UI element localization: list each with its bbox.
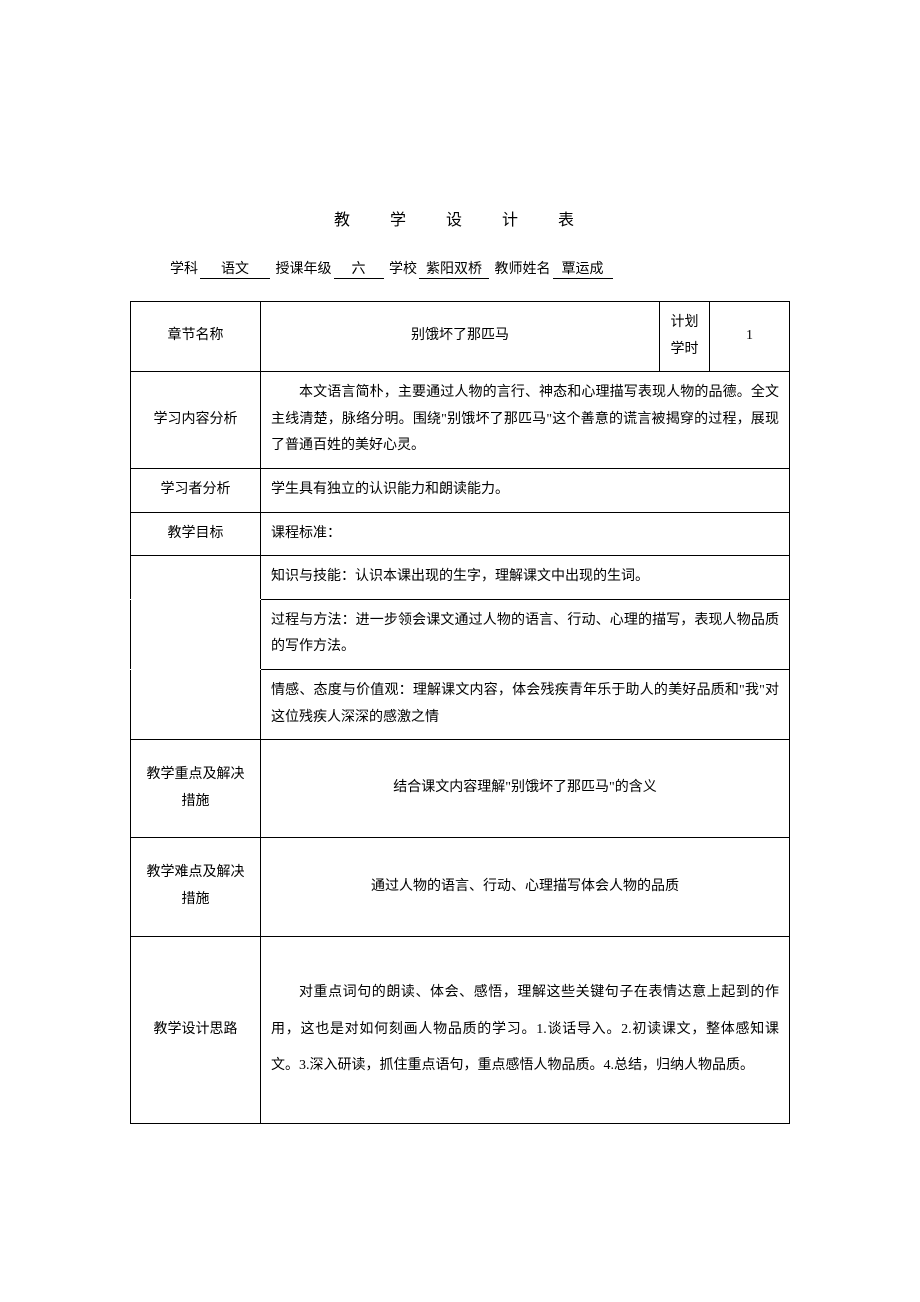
difficulty-label: 教学难点及解决措施 (131, 838, 261, 936)
table-row: 知识与技能：认识本课出现的生字，理解课文中出现的生词。 (131, 556, 790, 600)
difficulty-value: 通过人物的语言、行动、心理描写体会人物的品质 (261, 838, 790, 936)
objectives-spacer (131, 669, 261, 739)
focus-label: 教学重点及解决措施 (131, 740, 261, 838)
document-title: 教 学 设 计 表 (130, 206, 790, 230)
table-row: 教学目标 课程标准： (131, 512, 790, 556)
plan-hours-value: 1 (710, 302, 790, 372)
grade-value: 六 (334, 258, 384, 279)
table-row: 过程与方法：进一步领会课文通过人物的语言、行动、心理的描写，表现人物品质的写作方… (131, 599, 790, 669)
subject-value: 语文 (200, 258, 270, 279)
objectives-label: 教学目标 (131, 512, 261, 556)
table-row: 学习者分析 学生具有独立的认识能力和朗读能力。 (131, 468, 790, 512)
objectives-standard: 课程标准： (261, 512, 790, 556)
chapter-label: 章节名称 (131, 302, 261, 372)
design-idea-value: 对重点词句的朗读、体会、感悟，理解这些关键句子在表情达意上起到的作用，这也是对如… (261, 936, 790, 1124)
table-row: 教学重点及解决措施 结合课文内容理解"别饿坏了那匹马"的含义 (131, 740, 790, 838)
objectives-process: 过程与方法：进一步领会课文通过人物的语言、行动、心理的描写，表现人物品质的写作方… (261, 599, 790, 669)
table-row: 教学难点及解决措施 通过人物的语言、行动、心理描写体会人物的品质 (131, 838, 790, 936)
learner-analysis-value: 学生具有独立的认识能力和朗读能力。 (261, 468, 790, 512)
form-header: 学科语文 授课年级六 学校紫阳双桥 教师姓名覃运成 (130, 258, 790, 279)
school-value: 紫阳双桥 (419, 258, 489, 279)
page-container: 教 学 设 计 表 学科语文 授课年级六 学校紫阳双桥 教师姓名覃运成 章节名称… (130, 206, 790, 1124)
grade-label: 授课年级 (276, 262, 332, 277)
school-label: 学校 (389, 262, 417, 277)
subject-label: 学科 (170, 262, 198, 277)
content-analysis-label: 学习内容分析 (131, 372, 261, 469)
content-analysis-value: 本文语言简朴，主要通过人物的言行、神态和心理描写表现人物的品德。全文主线清楚，脉… (261, 372, 790, 469)
learner-analysis-label: 学习者分析 (131, 468, 261, 512)
table-row: 情感、态度与价值观：理解课文内容，体会残疾青年乐于助人的美好品质和"我"对这位残… (131, 669, 790, 739)
table-row: 章节名称 别饿坏了那匹马 计划学时 1 (131, 302, 790, 372)
table-row: 学习内容分析 本文语言简朴，主要通过人物的言行、神态和心理描写表现人物的品德。全… (131, 372, 790, 469)
objectives-knowledge: 知识与技能：认识本课出现的生字，理解课文中出现的生词。 (261, 556, 790, 600)
teacher-label: 教师姓名 (495, 262, 551, 277)
design-idea-label: 教学设计思路 (131, 936, 261, 1124)
plan-hours-label: 计划学时 (660, 302, 710, 372)
focus-value: 结合课文内容理解"别饿坏了那匹马"的含义 (261, 740, 790, 838)
objectives-attitude: 情感、态度与价值观：理解课文内容，体会残疾青年乐于助人的美好品质和"我"对这位残… (261, 669, 790, 739)
table-row: 教学设计思路 对重点词句的朗读、体会、感悟，理解这些关键句子在表情达意上起到的作… (131, 936, 790, 1124)
objectives-spacer (131, 556, 261, 600)
teacher-value: 覃运成 (553, 258, 613, 279)
objectives-spacer (131, 599, 261, 669)
lesson-plan-table: 章节名称 别饿坏了那匹马 计划学时 1 学习内容分析 本文语言简朴，主要通过人物… (130, 301, 790, 1124)
chapter-value: 别饿坏了那匹马 (261, 302, 660, 372)
